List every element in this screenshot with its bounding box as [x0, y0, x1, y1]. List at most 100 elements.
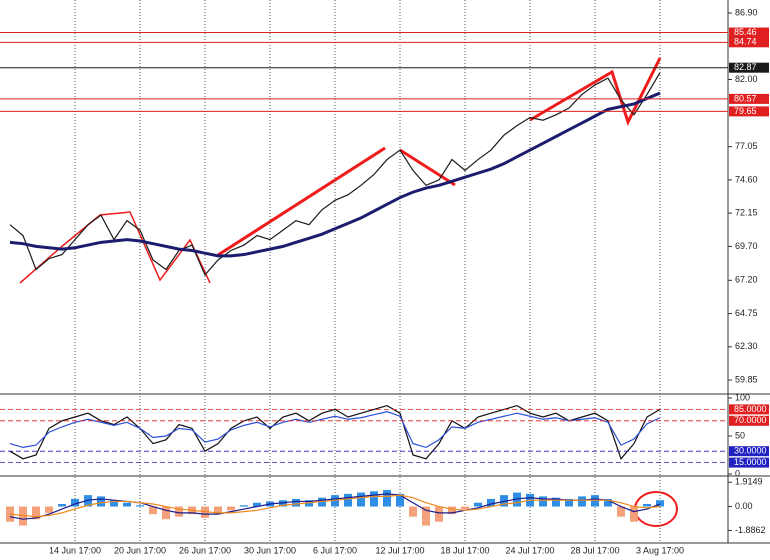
histogram-bar	[513, 492, 521, 507]
y-tick-label: 67.20	[735, 275, 758, 285]
histogram-bar	[422, 506, 430, 526]
histogram-bar	[448, 506, 456, 515]
x-tick-label: 30 Jun 17:00	[244, 545, 296, 555]
histogram-bar	[500, 495, 508, 507]
histogram-bar	[617, 506, 625, 517]
y-tick-label: 62.30	[735, 341, 758, 351]
arrow	[529, 57, 662, 126]
histogram-bar	[292, 498, 300, 507]
histogram-bar	[84, 495, 92, 507]
y-tick-label: 100	[735, 392, 750, 402]
x-tick-label: 20 Jun 17:00	[114, 545, 166, 555]
histogram-bar	[175, 506, 183, 517]
y-tick-label: 82.00	[735, 74, 758, 84]
histogram-bar	[409, 506, 417, 517]
y-tick-label: 50	[735, 430, 745, 440]
y-tick-label: 69.70	[735, 241, 758, 251]
y-tick-label: 0	[735, 468, 740, 478]
x-tick-label: 24 Jul 17:00	[505, 545, 554, 555]
level-label: 85.46	[734, 27, 757, 37]
histogram-bar	[370, 491, 378, 507]
series-line	[9, 494, 661, 518]
y-tick-label: 59.85	[735, 374, 758, 384]
level-label: 85.0000	[734, 404, 767, 414]
histogram-bar	[487, 498, 495, 507]
arrow	[399, 148, 456, 187]
level-label: 84.74	[734, 37, 757, 47]
histogram-bar	[578, 496, 586, 507]
series-line	[9, 493, 661, 520]
series-line	[9, 411, 661, 449]
histogram-bar	[630, 506, 638, 522]
histogram-bar	[32, 506, 40, 520]
histogram-bar	[474, 502, 482, 507]
histogram-bar	[214, 506, 222, 515]
level-label: 15.0000	[734, 457, 767, 467]
level-label-box	[729, 62, 769, 73]
series-line	[9, 91, 661, 258]
histogram-bar	[643, 503, 651, 507]
histogram-bar	[227, 506, 235, 511]
x-tick-label: 3 Aug 17:00	[636, 545, 684, 555]
histogram-bar	[123, 502, 131, 507]
histogram-bar	[565, 498, 573, 507]
y-tick-label: 77.05	[735, 141, 758, 151]
y-tick-label: 86.90	[735, 7, 758, 17]
y-tick-label: -1.8862	[735, 525, 766, 535]
level-label-box	[729, 415, 769, 426]
histogram-bar	[604, 498, 612, 507]
histogram-bar	[396, 493, 404, 507]
histogram-bar	[357, 492, 365, 507]
histogram-bar	[97, 496, 105, 507]
histogram-bar	[110, 500, 118, 507]
level-label-box	[729, 446, 769, 457]
histogram-bar	[240, 505, 248, 507]
histogram-bar	[552, 497, 560, 507]
level-label: 82.87	[734, 62, 757, 72]
histogram-bar	[305, 500, 313, 507]
histogram-bar	[279, 500, 287, 507]
level-label: 79.65	[734, 106, 757, 116]
histogram-bar	[58, 503, 66, 507]
level-label-box	[729, 93, 769, 104]
histogram-bar	[461, 506, 469, 510]
level-label-box	[729, 457, 769, 468]
histogram-bar	[201, 506, 209, 518]
y-tick-label: 64.75	[735, 308, 758, 318]
histogram-bar	[45, 506, 53, 513]
x-tick-label: 28 Jul 17:00	[570, 545, 619, 555]
histogram-bar	[136, 505, 144, 507]
histogram-bar	[318, 497, 326, 507]
level-label-box	[729, 37, 769, 48]
x-tick-label: 14 Jun 17:00	[49, 545, 101, 555]
y-tick-label: 72.15	[735, 208, 758, 218]
y-tick-label: 0.00	[735, 501, 753, 511]
x-tick-label: 26 Jun 17:00	[179, 545, 231, 555]
x-tick-label: 12 Jul 17:00	[375, 545, 424, 555]
level-label: 80.57	[734, 93, 757, 103]
series-line	[9, 72, 661, 277]
x-tick-label: 18 Jul 17:00	[440, 545, 489, 555]
histogram-bar	[71, 498, 79, 507]
histogram-bar	[253, 502, 261, 507]
y-tick-label: 1.9149	[735, 477, 763, 487]
histogram-bar	[344, 493, 352, 507]
level-label-box	[729, 404, 769, 415]
level-label: 70.0000	[734, 415, 767, 425]
series-line	[9, 404, 661, 460]
arrow	[217, 146, 386, 257]
histogram-bar	[435, 506, 443, 522]
level-label: 30.0000	[734, 446, 767, 456]
histogram-bar	[19, 506, 27, 526]
histogram-bar	[331, 495, 339, 507]
histogram-bar	[149, 506, 157, 515]
histogram-bar	[162, 506, 170, 520]
level-label-box	[729, 106, 769, 117]
y-tick-label: 74.60	[735, 174, 758, 184]
histogram-bar	[383, 490, 391, 507]
histogram-bar	[539, 496, 547, 507]
x-tick-label: 6 Jul 17:00	[313, 545, 357, 555]
level-label-box	[729, 27, 769, 38]
